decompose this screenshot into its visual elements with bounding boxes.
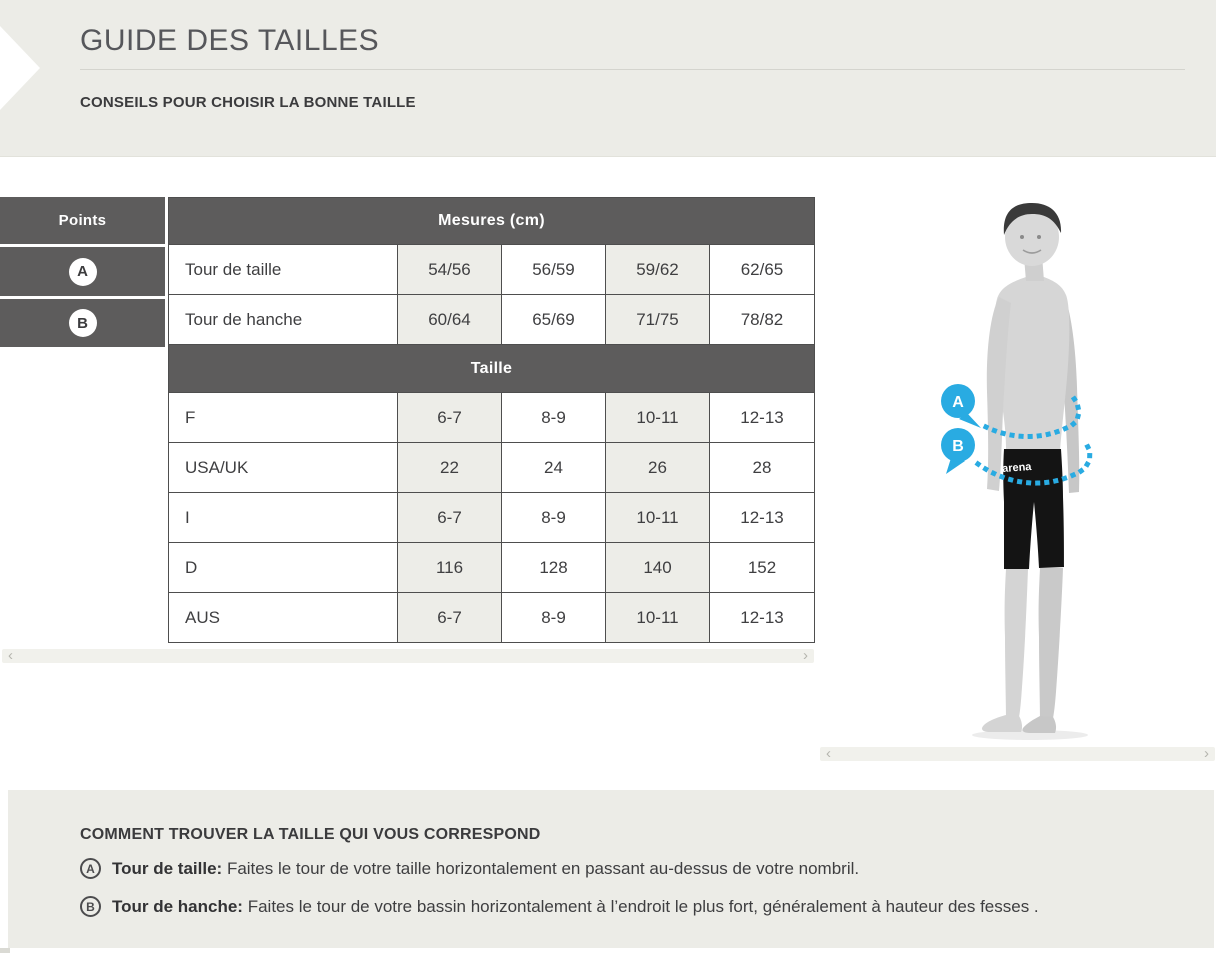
- hair: [1003, 203, 1062, 235]
- table-cell: 26: [606, 443, 710, 493]
- bubble-circle: [941, 384, 975, 418]
- eye: [1037, 235, 1041, 239]
- instruction-b-badge: B: [80, 896, 101, 917]
- table-cell: 128: [502, 543, 606, 593]
- mouth: [1022, 249, 1042, 254]
- torso: [994, 277, 1070, 451]
- instructions-panel: COMMENT TROUVER LA TAILLE QUI VOUS CORRE…: [8, 790, 1214, 948]
- hip-marker-bubble: B: [941, 428, 975, 474]
- table-cell: 60/64: [398, 295, 502, 345]
- arena-logo: arena: [1002, 461, 1033, 475]
- table-row-label: Tour de hanche: [169, 295, 398, 345]
- scroll-right-icon[interactable]: ›: [803, 647, 808, 664]
- bubble-tail: [959, 413, 981, 428]
- table-scrollbar[interactable]: ‹ ›: [2, 647, 814, 664]
- table-cell: 116: [398, 543, 502, 593]
- table-row-label: AUS: [169, 593, 398, 642]
- table-cell: 78/82: [710, 295, 814, 345]
- scroll-left-icon[interactable]: ‹: [8, 647, 13, 664]
- front-arm: [986, 297, 1011, 491]
- table-cell: 8-9: [502, 593, 606, 642]
- table-cell: 10-11: [606, 593, 710, 642]
- instruction-item-waist: A Tour de taille: Faites le tour de votr…: [80, 858, 859, 879]
- table-cell: 59/62: [606, 245, 710, 295]
- table-cell: 56/59: [502, 245, 606, 295]
- back-foot: [1022, 716, 1057, 733]
- table-cell: 12-13: [710, 493, 814, 543]
- table-cell: 62/65: [710, 245, 814, 295]
- table-cell: 10-11: [606, 393, 710, 443]
- table-cell: 8-9: [502, 393, 606, 443]
- table-cell: 6-7: [398, 493, 502, 543]
- point-a-badge: A: [68, 257, 97, 286]
- table-row-label: USA/UK: [169, 443, 398, 493]
- point-row-b: B: [0, 299, 165, 347]
- instruction-a-label: Tour de taille:: [112, 858, 223, 878]
- figure-scrollbar[interactable]: ‹ ›: [820, 745, 1215, 762]
- scroll-right-icon[interactable]: ›: [1204, 745, 1209, 762]
- bubble-tail: [946, 458, 965, 474]
- hip-marker-letter: B: [952, 438, 964, 455]
- table-row-label: F: [169, 393, 398, 443]
- point-b-badge: B: [68, 309, 97, 337]
- instruction-b-label: Tour de hanche:: [112, 896, 243, 916]
- waist-measure-line: [982, 390, 1081, 439]
- front-leg: [1004, 569, 1028, 717]
- instruction-item-hip: B Tour de hanche: Faites le tour de votr…: [80, 896, 1039, 917]
- size-guide-header: GUIDE DES TAILLES CONSEILS POUR CHOISIR …: [0, 0, 1216, 157]
- model-figure-panel: arena A B: [818, 197, 1218, 745]
- waist-marker-bubble: A: [941, 384, 981, 428]
- instruction-b-body: Faites le tour de votre bassin horizonta…: [247, 896, 1039, 916]
- page-subtitle: CONSEILS POUR CHOISIR LA BONNE TAILLE: [80, 94, 416, 111]
- table-cell: 24: [502, 443, 606, 493]
- hip-measure-line: [974, 440, 1093, 486]
- title-divider: [80, 69, 1185, 70]
- instructions-title: COMMENT TROUVER LA TAILLE QUI VOUS CORRE…: [80, 826, 541, 843]
- table-cell: 22: [398, 443, 502, 493]
- instruction-a-letter: A: [86, 861, 95, 876]
- table-row-label: Tour de taille: [169, 245, 398, 295]
- table-cell: 10-11: [606, 493, 710, 543]
- instruction-a-text: Tour de taille: Faites le tour de votre …: [112, 859, 859, 879]
- table-cell: 8-9: [502, 493, 606, 543]
- table-cell: 54/56: [398, 245, 502, 295]
- table-cell: 12-13: [710, 593, 814, 642]
- floor-shadow: [972, 730, 1088, 740]
- instruction-a-badge: A: [80, 858, 101, 879]
- instruction-b-text: Tour de hanche: Faites le tour de votre …: [112, 897, 1039, 917]
- point-a-letter: A: [77, 263, 88, 280]
- table-cell: 71/75: [606, 295, 710, 345]
- instruction-a-body: Faites le tour de votre taille horizonta…: [226, 858, 860, 878]
- table-cell: 65/69: [502, 295, 606, 345]
- waist-marker-letter: A: [952, 394, 964, 411]
- point-row-a: A: [0, 247, 165, 296]
- point-b-letter: B: [77, 314, 88, 332]
- back-leg: [1038, 568, 1063, 718]
- head: [1005, 208, 1059, 266]
- table-cell: 140: [606, 543, 710, 593]
- mesures-header: Mesures (cm): [169, 198, 814, 245]
- page-title: GUIDE DES TAILLES: [80, 24, 380, 57]
- table-cell: 6-7: [398, 593, 502, 642]
- header-arrow-notch: [0, 26, 40, 110]
- front-foot: [982, 715, 1023, 732]
- instruction-b-letter: B: [86, 899, 95, 914]
- boy-model-illustration: arena A B: [941, 203, 1093, 740]
- points-column: Points A B: [0, 197, 165, 347]
- table-cell: 28: [710, 443, 814, 493]
- table-row-label: D: [169, 543, 398, 593]
- table-cell: 6-7: [398, 393, 502, 443]
- measurements-table: Mesures (cm) Tour de taille 54/56 56/59 …: [168, 197, 815, 643]
- table-row-label: I: [169, 493, 398, 543]
- eye: [1020, 235, 1024, 239]
- points-header: Points: [0, 197, 165, 244]
- scroll-left-icon[interactable]: ‹: [826, 745, 831, 762]
- bubble-circle: [941, 428, 975, 462]
- scrollbar-corner: [0, 948, 10, 953]
- table-cell: 12-13: [710, 393, 814, 443]
- taille-header: Taille: [169, 345, 814, 393]
- table-cell: 152: [710, 543, 814, 593]
